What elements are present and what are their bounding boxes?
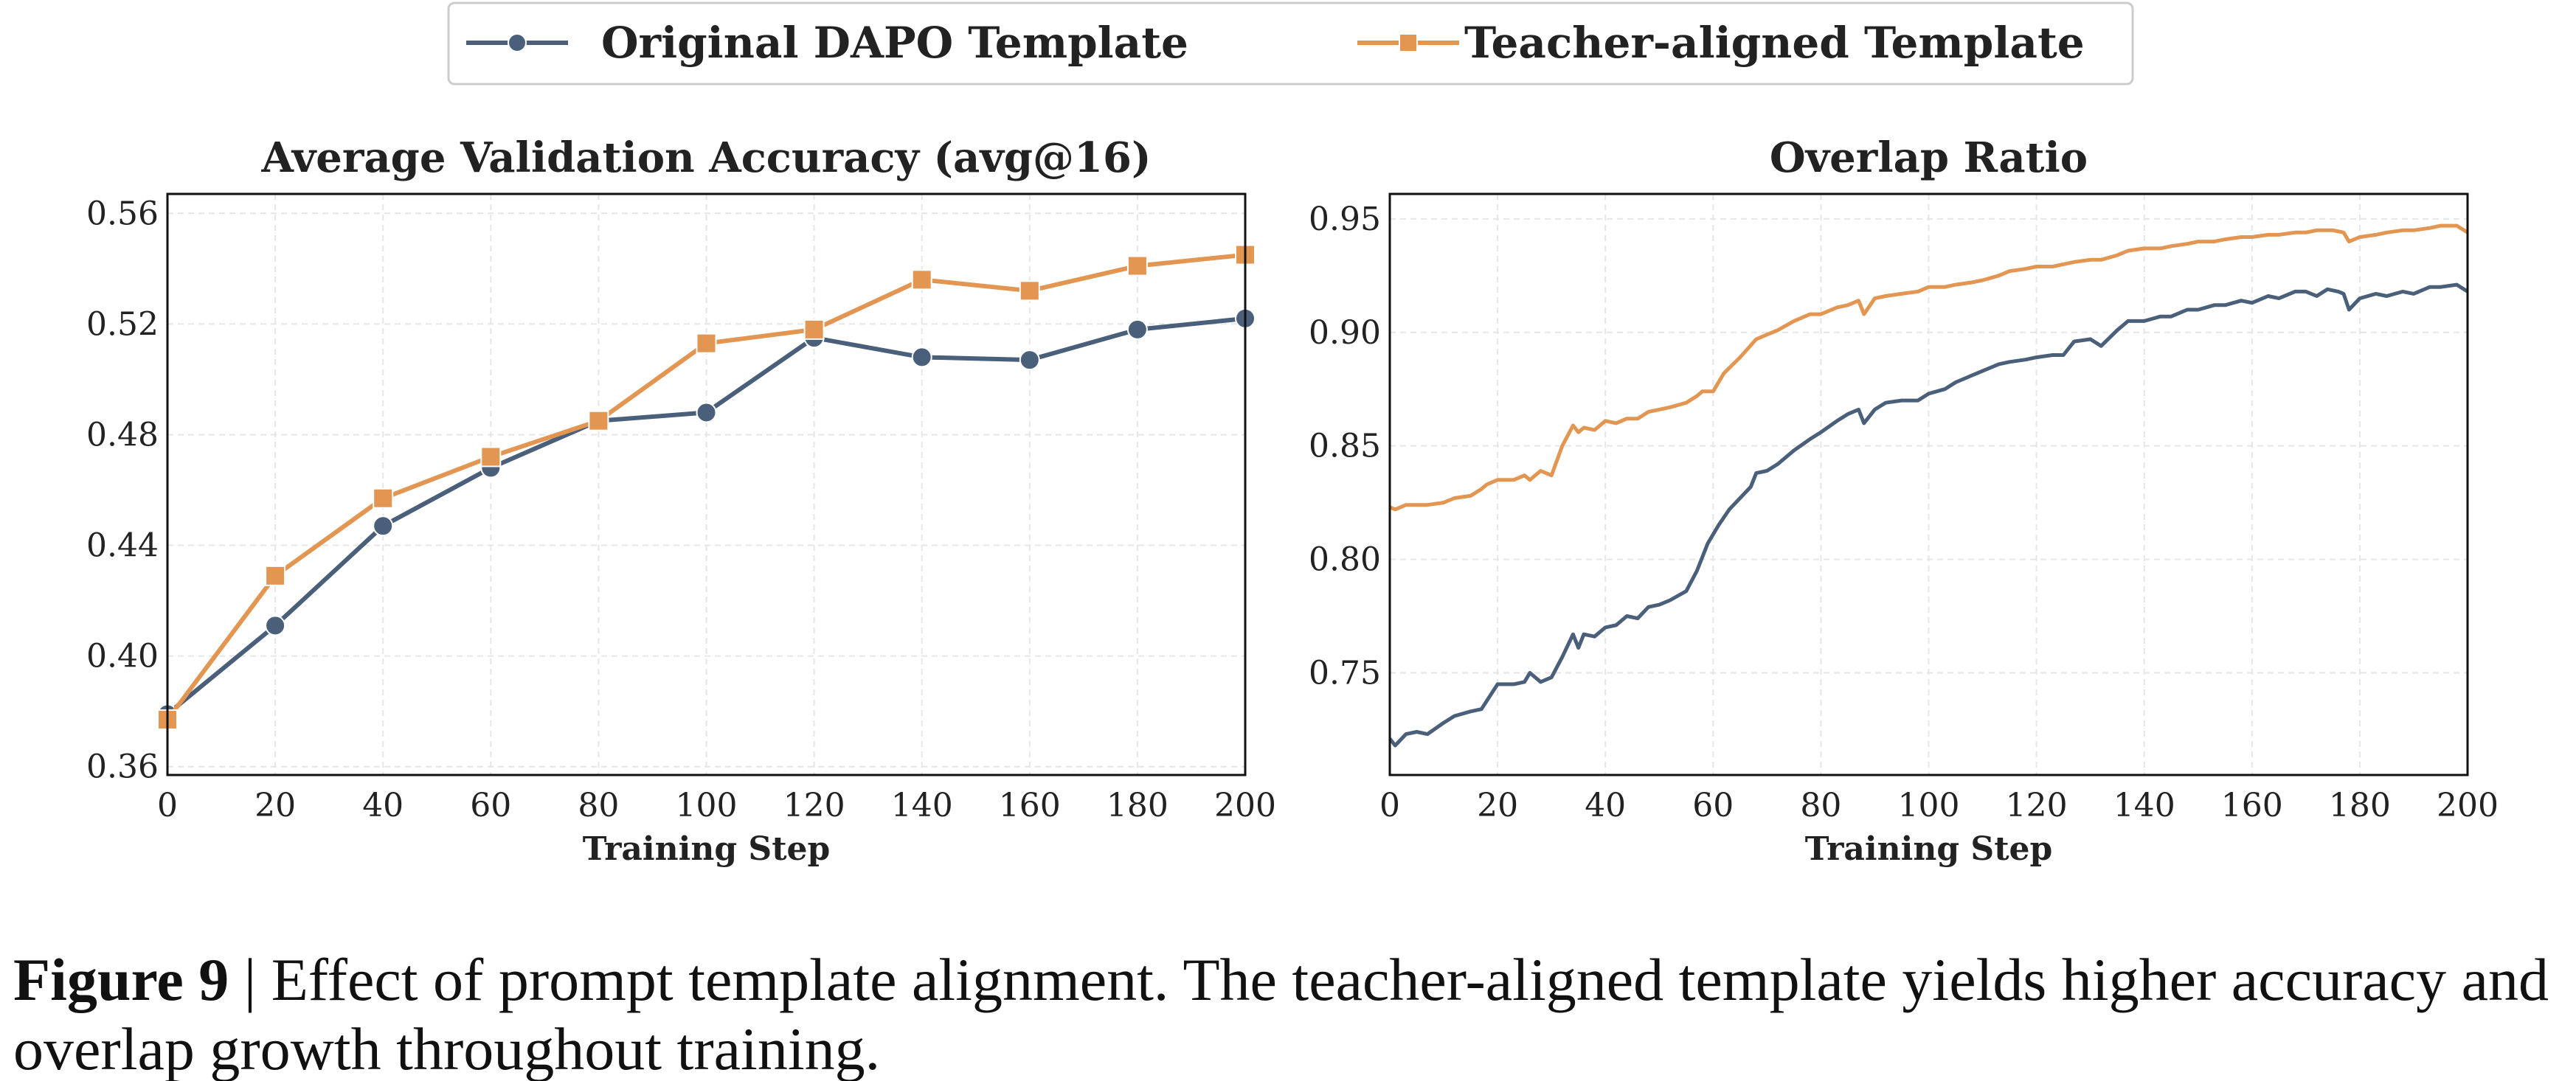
x-axis-label: Training Step — [1805, 830, 2053, 868]
y-tick-label: 0.85 — [1309, 428, 1381, 465]
data-point-square — [588, 410, 609, 431]
data-point-square — [480, 446, 502, 467]
x-tick-label: 60 — [1692, 787, 1734, 824]
y-tick-label: 0.95 — [1309, 201, 1381, 238]
x-tick-label: 80 — [1800, 787, 1841, 824]
data-point-square — [1019, 280, 1040, 302]
chart-title: Average Validation Accuracy (avg@16) — [261, 133, 1152, 182]
data-point-square — [1126, 255, 1148, 277]
data-point-circle — [696, 402, 717, 423]
legend: Original DAPO Template Teacher-aligned T… — [447, 1, 2134, 86]
x-axis-label: Training Step — [583, 830, 831, 868]
y-tick-label: 0.80 — [1309, 541, 1381, 579]
data-point-square — [911, 269, 932, 291]
x-tick-label: 140 — [891, 787, 953, 824]
y-tick-label: 0.75 — [1309, 654, 1381, 692]
caption-separator: | — [243, 946, 257, 1013]
data-point-circle — [1126, 319, 1148, 340]
x-tick-label: 20 — [1477, 787, 1518, 824]
data-point-circle — [265, 615, 286, 636]
y-tick-label: 0.52 — [86, 305, 159, 343]
series-line-original-dapo — [1388, 282, 2469, 748]
y-tick-label: 0.56 — [86, 195, 159, 232]
x-tick-label: 200 — [2437, 787, 2499, 824]
plot-frame — [1388, 192, 2469, 776]
legend-label-a: Original DAPO Template — [601, 18, 1188, 68]
y-tick-label: 0.48 — [86, 416, 159, 453]
x-tick-label: 180 — [1107, 787, 1168, 824]
y-tick-label: 0.44 — [86, 527, 159, 565]
series-line-teacher-aligned — [1389, 223, 2469, 512]
plot-frame — [166, 192, 1247, 776]
data-point-square — [265, 565, 286, 586]
x-tick-label: 120 — [2006, 787, 2068, 824]
x-tick-label: 120 — [783, 787, 845, 824]
y-tick-label: 0.40 — [86, 638, 159, 675]
x-tick-label: 20 — [255, 787, 296, 824]
x-tick-label: 180 — [2329, 787, 2391, 824]
x-tick-label: 0 — [1379, 787, 1400, 824]
x-tick-label: 160 — [999, 787, 1061, 824]
overlap-panel: 0 20 40 60 80 100 120 140 160 180 200 0.75 0.80 0.85 0… — [1309, 133, 2499, 868]
x-tick-label: 100 — [676, 787, 738, 824]
x-tick-label: 160 — [2221, 787, 2283, 824]
legend-box — [447, 1, 2134, 86]
legend-marker-circle — [508, 33, 527, 52]
data-point-square — [373, 487, 394, 509]
data-point-circle — [911, 347, 932, 368]
data-point-circle — [1019, 350, 1040, 371]
x-tick-label: 40 — [362, 787, 404, 824]
x-tick-label: 40 — [1585, 787, 1626, 824]
x-tick-label: 140 — [2113, 787, 2175, 824]
data-point-square — [803, 319, 825, 340]
x-tick-label: 0 — [157, 787, 178, 824]
y-tick-label: 0.90 — [1309, 314, 1381, 352]
x-tick-label: 100 — [1898, 787, 1960, 824]
legend-marker-square — [1399, 33, 1418, 52]
figure-caption: Figure 9 | Effect of prompt template ali… — [13, 945, 2573, 1081]
x-tick-label: 200 — [1214, 787, 1276, 824]
accuracy-panel: 0 20 40 60 80 100 120 140 160 180 200 0.36 0.40 0.44 0… — [86, 133, 1276, 868]
x-tick-label: 80 — [578, 787, 619, 824]
data-point-square — [696, 333, 717, 354]
x-tick-label: 60 — [470, 787, 511, 824]
y-tick-label: 0.36 — [86, 748, 159, 786]
chart-title: Overlap Ratio — [1770, 133, 2088, 182]
caption-text: Effect of prompt template alignment. The… — [13, 946, 2549, 1081]
caption-label: Figure 9 — [13, 946, 229, 1013]
legend-label-b: Teacher-aligned Template — [1464, 18, 2085, 68]
data-point-circle — [373, 515, 394, 537]
